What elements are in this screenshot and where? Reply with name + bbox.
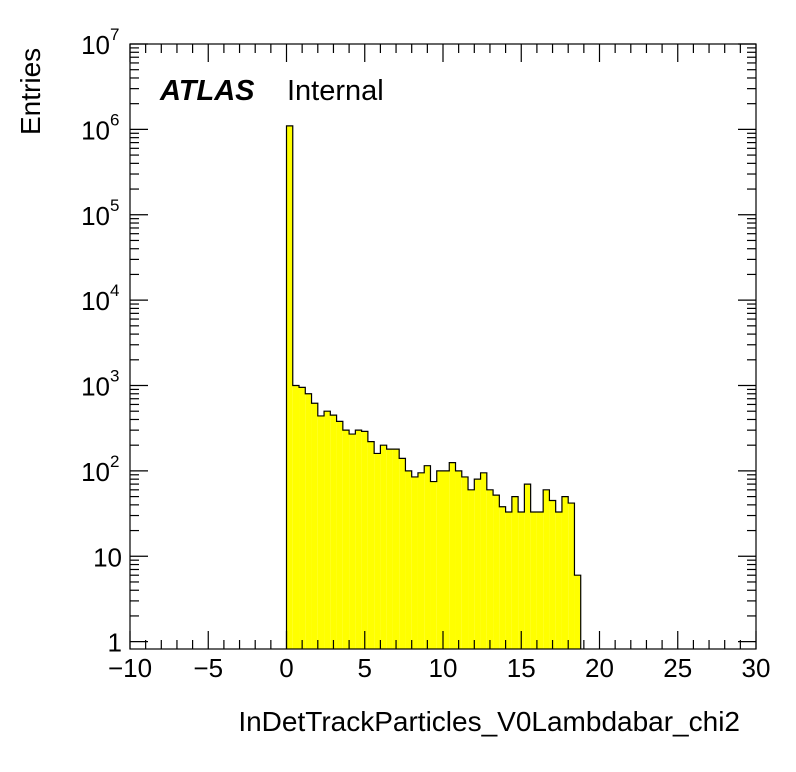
histogram-bar [555, 511, 562, 649]
histogram-bar [311, 403, 318, 649]
y-tick-base: 10 [81, 457, 110, 487]
histogram-bar [536, 511, 544, 649]
atlas-label: ATLAS [159, 75, 255, 107]
histogram-bar [443, 470, 450, 649]
histogram-bar [355, 430, 362, 649]
y-tick-base: 10 [81, 201, 110, 231]
histogram-bar [461, 476, 469, 649]
y-tick-exponent: 3 [110, 367, 119, 386]
histogram-bar [374, 453, 381, 649]
histogram-bar [480, 472, 487, 649]
histogram-bar [380, 445, 387, 649]
x-tick-label: 30 [742, 653, 771, 683]
histogram-bar [468, 489, 475, 649]
y-tick-label: 10 5 [81, 196, 119, 231]
histogram-bar [449, 462, 456, 649]
y-tick-exponent: 2 [110, 452, 119, 471]
histogram-bar [493, 495, 500, 649]
y-tick-base: 10 [81, 372, 110, 402]
x-tick-label: −5 [193, 653, 223, 683]
histogram-bar [486, 489, 494, 649]
histogram-bar [367, 441, 375, 649]
histogram-bar [411, 476, 418, 649]
histogram-bar [392, 449, 400, 649]
histogram-bar [417, 472, 425, 649]
histogram-bar [286, 125, 293, 649]
y-tick-label: 10 4 [81, 281, 119, 316]
y-tick-exponent: 4 [110, 281, 119, 300]
histogram-bar [474, 479, 481, 649]
y-axis-label: Entries [15, 48, 46, 135]
internal-label: Internal [287, 75, 384, 107]
histogram-bar [455, 470, 462, 649]
histogram-bar [361, 431, 368, 649]
histogram-bar [424, 465, 431, 649]
y-tick-label: 1 [108, 628, 122, 658]
histogram-bar [342, 430, 350, 649]
y-tick-exponent: 7 [110, 25, 119, 44]
histogram-bar [561, 496, 569, 649]
histogram-bar [336, 421, 343, 649]
histogram-bar [530, 511, 537, 649]
x-tick-labels: −10 −5 0 5 10 15 20 25 30 [108, 653, 771, 683]
histogram-bar [436, 470, 443, 649]
y-tick-exponent: 5 [110, 196, 119, 215]
y-tick-label: 10 6 [81, 110, 119, 145]
histogram-bar [399, 458, 406, 649]
histogram-bar [518, 511, 525, 649]
x-tick-label: 15 [507, 653, 536, 683]
histogram-bar [524, 484, 531, 649]
x-tick-label: 25 [663, 653, 692, 683]
histogram-outline [285, 125, 582, 649]
histogram-bar [349, 434, 356, 649]
x-tick-label: 10 [429, 653, 458, 683]
histogram-bar [405, 470, 412, 649]
histogram-bar [292, 385, 300, 649]
histogram-bar [317, 415, 325, 649]
x-tick-label: 5 [358, 653, 372, 683]
histogram-bar [386, 449, 393, 649]
y-tick-base: 1 [108, 628, 122, 658]
histogram-bar [430, 481, 437, 649]
histogram-bar [549, 500, 556, 649]
x-tick-label: −10 [108, 653, 152, 683]
histogram-bar [511, 496, 519, 649]
y-tick-base: 10 [81, 286, 110, 316]
histogram-bar [299, 387, 306, 649]
x-tick-label: 20 [585, 653, 614, 683]
histogram-bar [324, 411, 331, 649]
histogram-bar [330, 415, 337, 649]
x-axis-label: InDetTrackParticles_V0Lambdabar_chi2 [238, 706, 740, 737]
histogram-bar [574, 575, 581, 649]
y-tick-exponent: 6 [110, 110, 119, 129]
histogram-bars [286, 125, 581, 649]
histogram-bar [499, 506, 506, 649]
histogram-bar [543, 489, 550, 649]
histogram-bar [305, 393, 312, 649]
axis-ticks [129, 43, 757, 649]
y-tick-base: 10 [93, 542, 122, 572]
y-tick-base: 10 [81, 30, 110, 60]
y-tick-base: 10 [81, 115, 110, 145]
histogram-bar [505, 511, 512, 649]
x-tick-label: 0 [279, 653, 293, 683]
y-tick-label: 10 7 [81, 25, 119, 60]
histogram-bar [568, 503, 575, 649]
y-tick-label: 10 3 [81, 367, 119, 402]
y-tick-label: 10 2 [81, 452, 119, 487]
y-tick-label: 10 [93, 542, 122, 572]
